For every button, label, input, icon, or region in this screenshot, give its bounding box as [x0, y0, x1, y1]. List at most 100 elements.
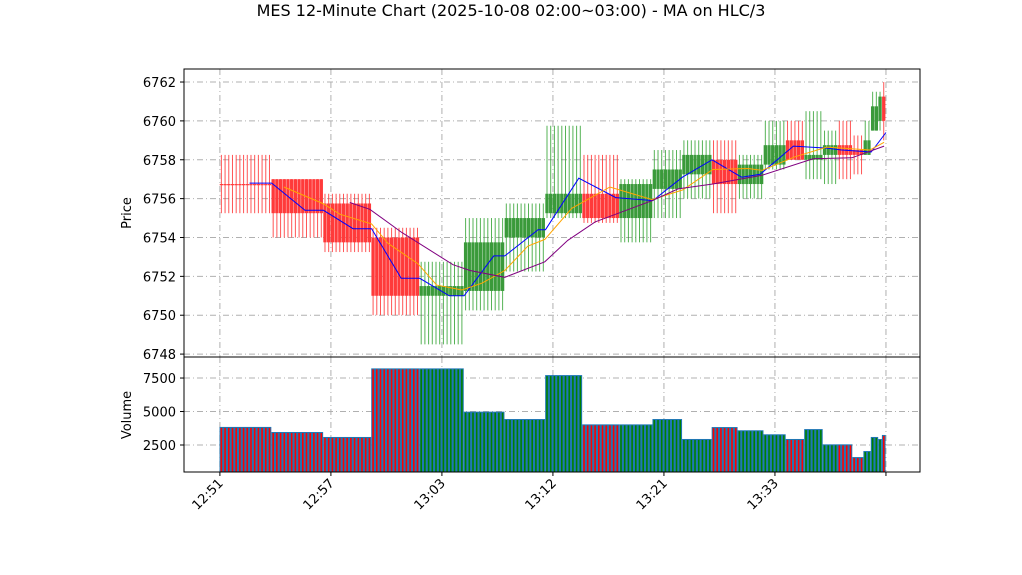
candle-body: [530, 218, 534, 238]
candle-body: [808, 154, 812, 160]
candle-body: [567, 193, 571, 214]
candle-body: [426, 286, 431, 296]
candle-body: [771, 145, 775, 165]
candle-body: [752, 164, 756, 185]
volume-bar: [627, 425, 630, 472]
candle-body: [415, 237, 420, 296]
candle-body: [778, 145, 782, 165]
candle-body: [430, 286, 434, 296]
volume-bar: [771, 435, 774, 472]
volume-bar: [464, 412, 467, 472]
time-tick-label: 13:12: [523, 476, 560, 513]
volume-bar: [679, 420, 682, 472]
volume-bar: [239, 427, 241, 472]
candles: [219, 82, 886, 345]
candle-body: [245, 184, 249, 186]
candle-body: [386, 237, 390, 296]
candle-body: [404, 237, 409, 296]
candle-body: [534, 218, 538, 238]
volume-bar: [331, 437, 334, 472]
volume-bar: [820, 430, 822, 472]
candle-body: [349, 203, 353, 243]
volume-bar: [783, 435, 785, 472]
candle-body: [785, 140, 790, 160]
volume-bar: [734, 428, 737, 472]
volume-bar: [779, 435, 781, 472]
volume-bar: [675, 420, 678, 472]
candle-body: [419, 286, 423, 296]
volume-bar: [264, 427, 267, 472]
volume-bar: [760, 431, 763, 472]
price-tick-label: 6748: [143, 348, 176, 363]
volume-bar: [531, 420, 534, 472]
candle-body: [586, 193, 590, 219]
moving-average-line: [249, 132, 887, 297]
candle-body: [323, 203, 327, 243]
volume-bar: [586, 425, 589, 472]
candle-body: [452, 286, 457, 296]
volume-bar: [364, 437, 367, 472]
candle-body: [449, 286, 453, 296]
volume-bar: [268, 427, 271, 472]
candle-body: [241, 184, 246, 186]
volume-bar: [871, 437, 874, 472]
candle-body: [378, 237, 383, 296]
candle-body: [504, 218, 508, 238]
candle-body: [264, 184, 268, 186]
candle-body: [334, 203, 338, 243]
candle-body: [763, 145, 767, 165]
volume-bar: [853, 458, 855, 472]
time-tick-label: 13:21: [634, 476, 671, 513]
volume-bar: [882, 435, 885, 472]
volume-bar: [546, 376, 548, 472]
volume-bar: [394, 369, 397, 472]
volume-bar: [746, 431, 748, 472]
volume-bar: [483, 412, 485, 472]
volume-bar: [431, 369, 434, 472]
volume-bar: [646, 425, 648, 472]
volume-bar: [731, 428, 733, 472]
candle-body: [371, 237, 375, 296]
volume-bar: [838, 445, 841, 472]
volume-bar: [598, 425, 600, 472]
candle-body: [804, 154, 808, 160]
candle-body: [375, 237, 379, 296]
volume-bar: [768, 435, 770, 472]
volume-bar: [709, 439, 711, 472]
candle-body: [793, 140, 797, 160]
candle-body: [811, 154, 816, 160]
candle-body: [715, 159, 719, 185]
candle-body: [859, 150, 864, 155]
candle-body: [597, 193, 601, 219]
candle-body: [308, 179, 312, 214]
volume-bar: [246, 427, 249, 472]
volume-bar: [449, 369, 452, 472]
volume-bar: [860, 458, 863, 472]
time-tick-label: 13:33: [745, 476, 782, 513]
volume-bar: [276, 433, 278, 472]
candle-body: [489, 242, 494, 291]
volume-bar: [424, 369, 426, 472]
candle-body: [815, 154, 819, 160]
candle-body: [297, 179, 301, 214]
candle-body: [589, 193, 594, 219]
candle-body: [438, 286, 442, 296]
volume-bar: [623, 425, 626, 472]
volume-bar: [361, 437, 363, 472]
candle-body: [523, 218, 527, 238]
volume-bar: [834, 445, 837, 472]
volume-bar: [823, 445, 826, 472]
volume-bar: [805, 430, 807, 472]
candle-body: [652, 169, 656, 189]
volume-bar: [553, 376, 556, 472]
volume-bar: [357, 437, 360, 472]
volume-bar: [220, 427, 223, 472]
candle-body: [674, 169, 679, 189]
volume-bar: [749, 431, 752, 472]
volume-bar: [868, 452, 870, 472]
volume-bar: [383, 369, 385, 472]
candle-body: [315, 179, 320, 214]
candle-body: [634, 184, 638, 219]
volume-bar: [579, 376, 582, 472]
candle-body: [697, 154, 701, 175]
